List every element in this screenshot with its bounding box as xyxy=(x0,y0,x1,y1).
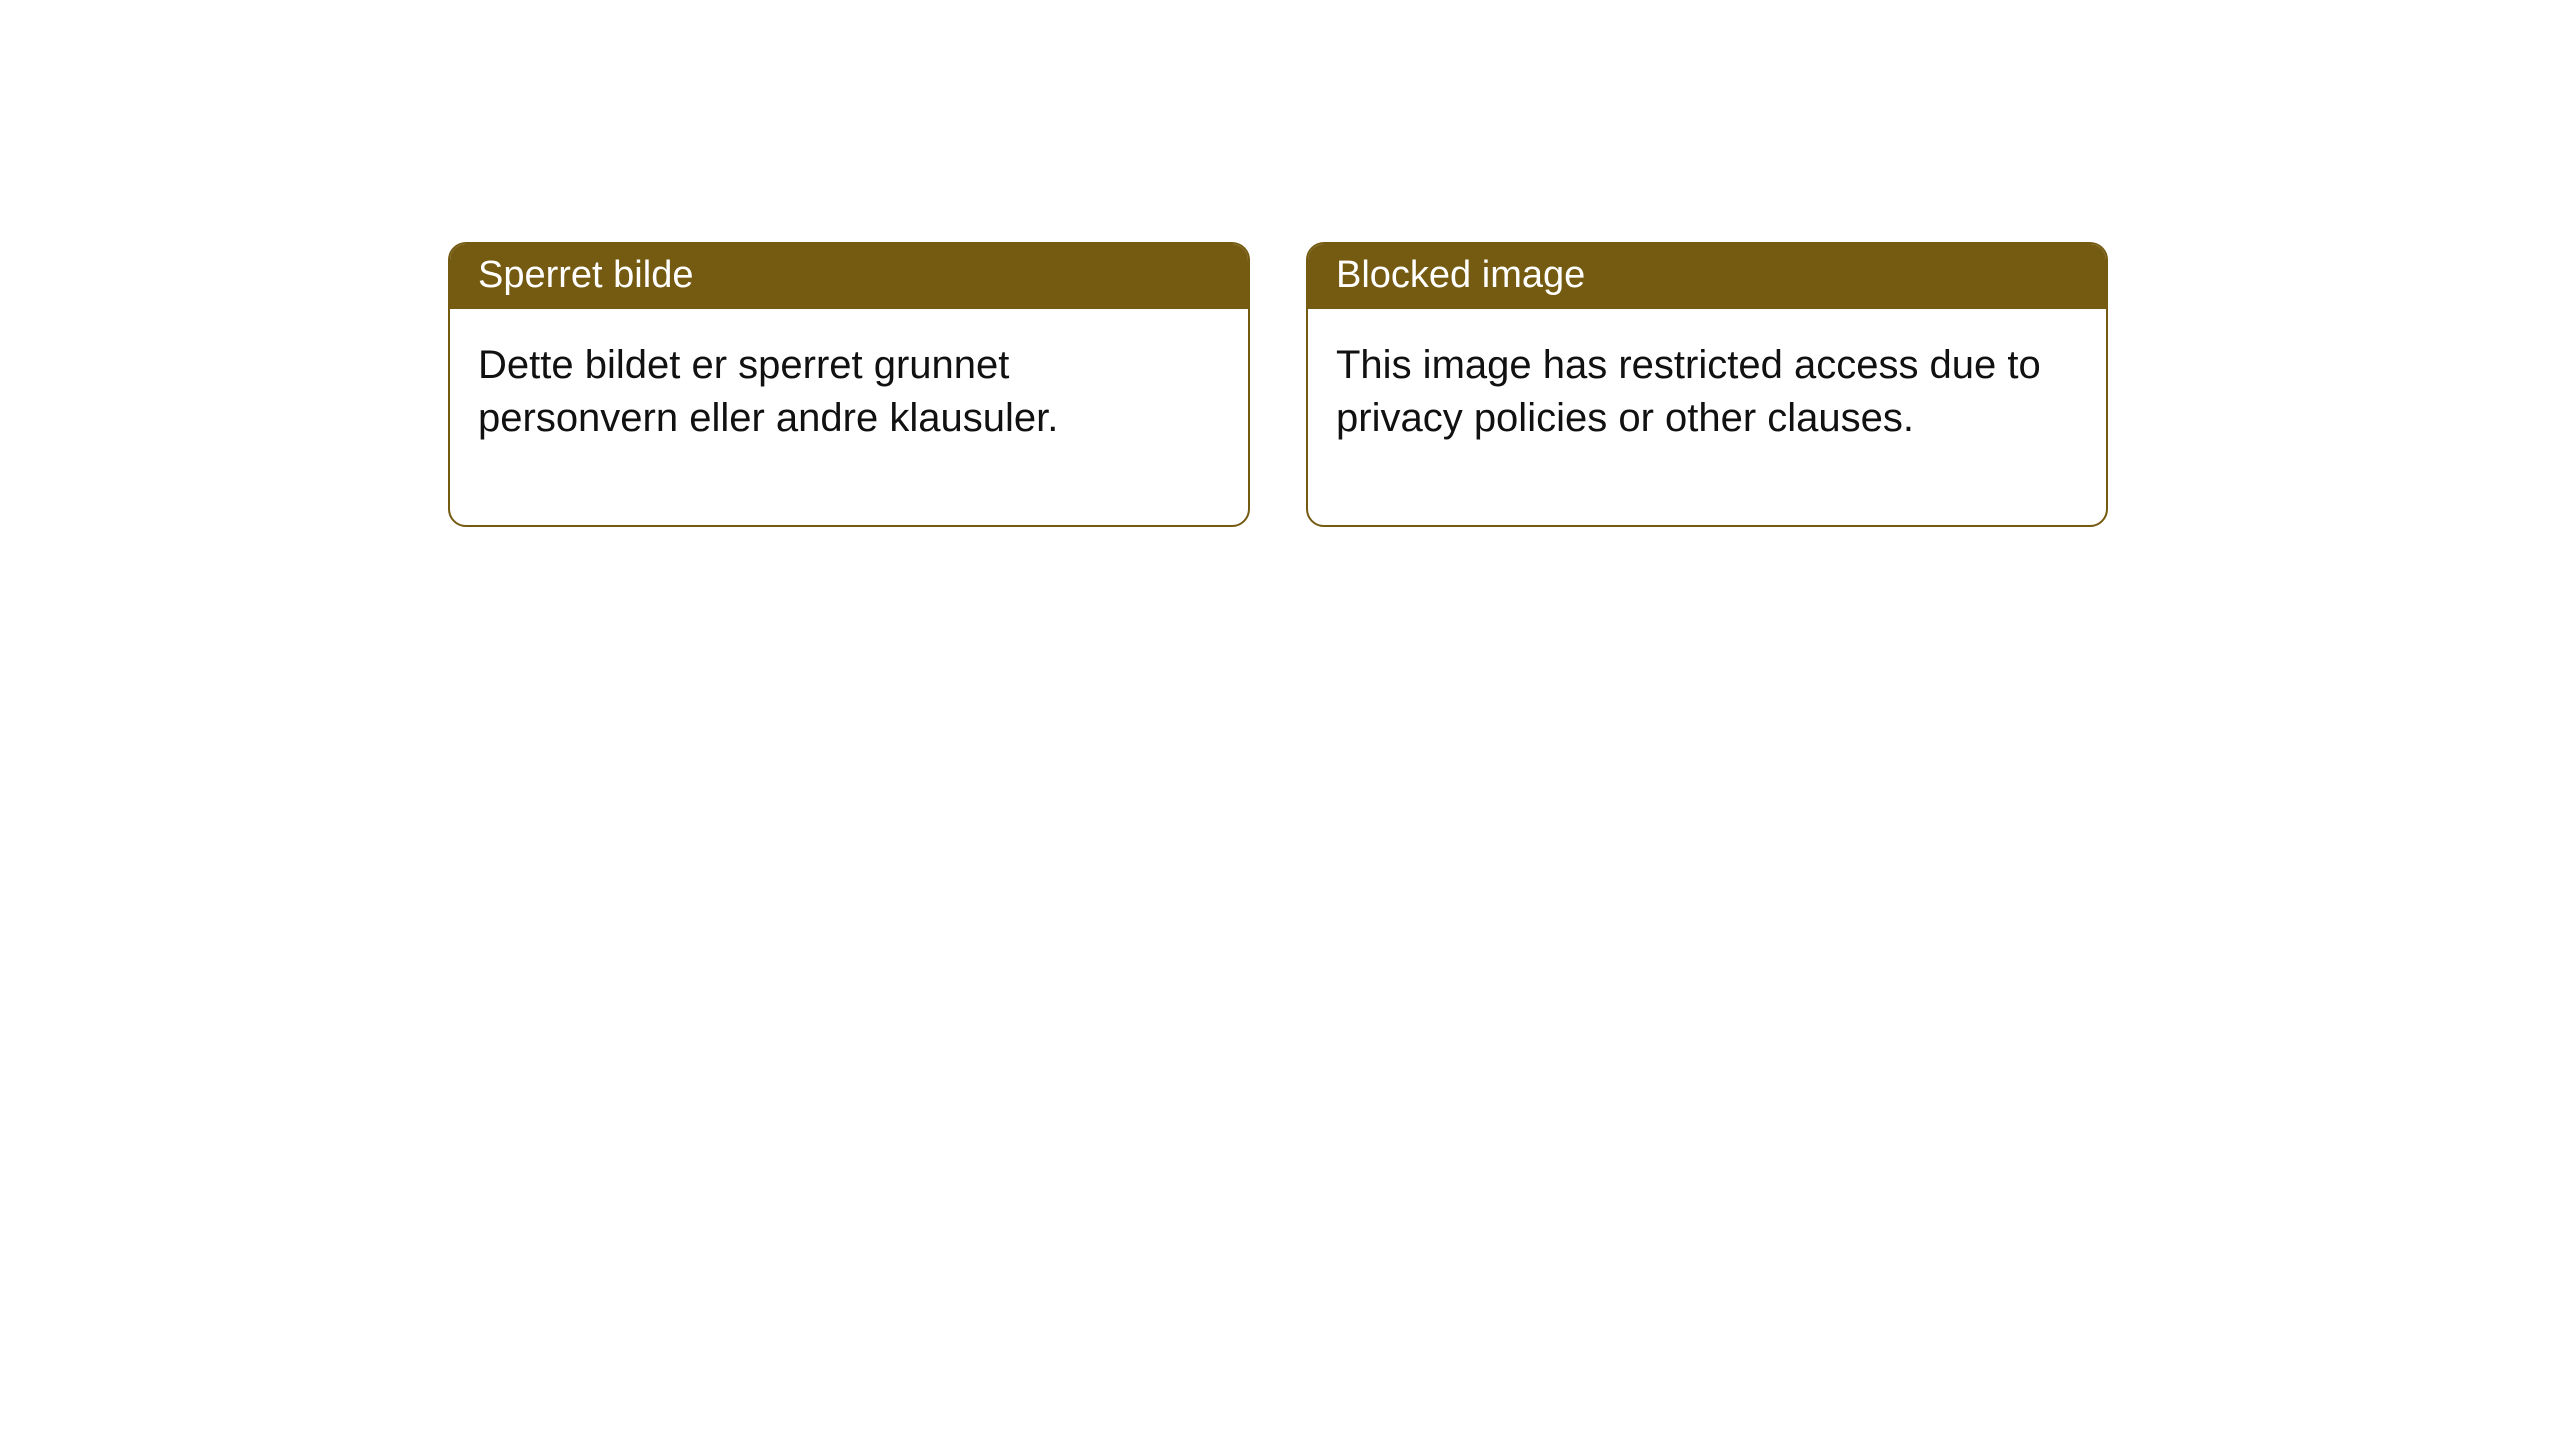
notice-card-no: Sperret bilde Dette bildet er sperret gr… xyxy=(448,242,1250,527)
notice-container: Sperret bilde Dette bildet er sperret gr… xyxy=(0,0,2560,527)
notice-card-header-no: Sperret bilde xyxy=(450,244,1248,309)
notice-card-body-en: This image has restricted access due to … xyxy=(1308,309,2106,525)
notice-card-en: Blocked image This image has restricted … xyxy=(1306,242,2108,527)
notice-card-header-en: Blocked image xyxy=(1308,244,2106,309)
notice-card-body-no: Dette bildet er sperret grunnet personve… xyxy=(450,309,1248,525)
